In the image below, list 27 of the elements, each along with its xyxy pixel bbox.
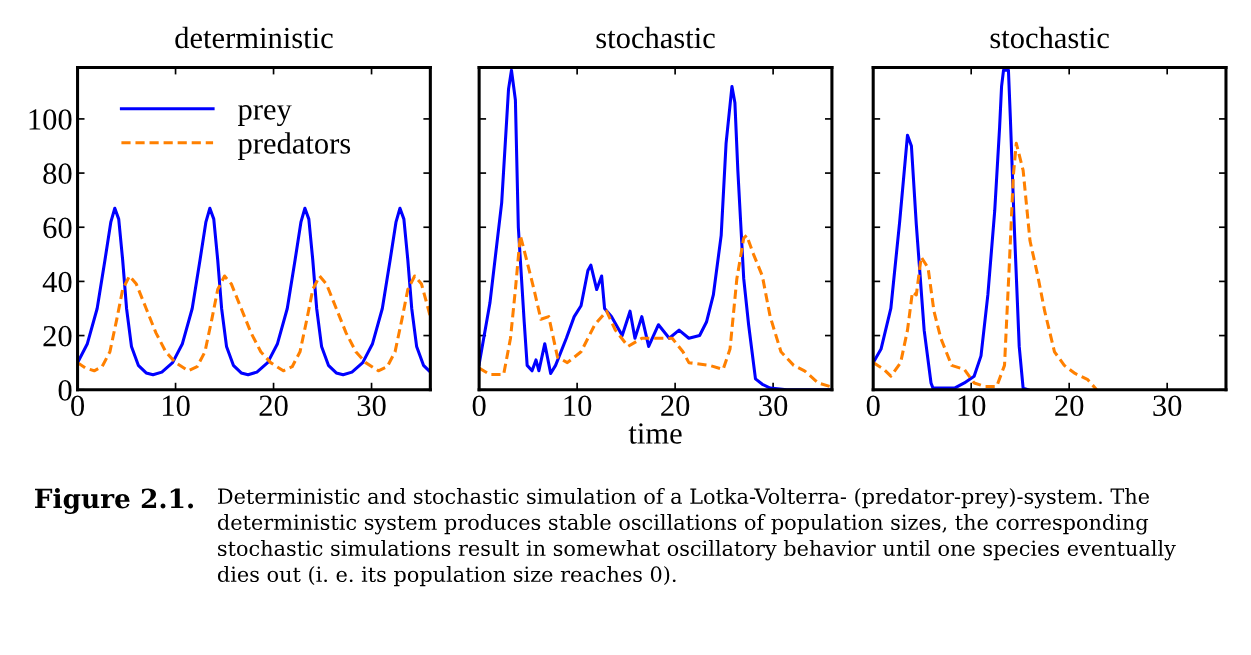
x-tick-label: 10: [564, 395, 592, 417]
y-tick-label: 0: [58, 380, 72, 401]
x-tick-label: 20: [259, 395, 288, 417]
x-tick-label: 0: [866, 395, 880, 417]
chart-title: stochastic: [990, 26, 1109, 49]
x-tick-label: 0: [472, 395, 486, 417]
legend-label: prey: [238, 105, 292, 126]
x-tick-label: 10: [162, 395, 190, 417]
legend-label: predators: [238, 132, 351, 161]
caption: Figure 2.1.: [35, 487, 194, 514]
text: Deterministic and stochastic simulation of a Lotka-Volterra- (predator-prey)-system. The deterministic system produces stable oscillations of population sizes, the corresponding stochastic simulations result in somewhat oscillatory behavior until one species eventually dies out (i. e. its population size reaches 0).: [217, 487, 1176, 587]
x-tick-label: 20: [1055, 395, 1084, 417]
x-tick-label: 30: [759, 395, 788, 417]
x-tick-label: 10: [958, 395, 986, 417]
x-tick-label: 30: [357, 395, 386, 417]
x-axis-title: time: [628, 423, 682, 444]
y-tick-label: 100: [29, 109, 72, 130]
y-tick-label: 20: [43, 325, 72, 347]
x-tick-label: 30: [1153, 395, 1182, 417]
line-series: [77, 274, 431, 373]
y-tick-label: 80: [43, 163, 72, 184]
x-tick-label: 20: [661, 395, 690, 417]
y-tick-label: 60: [43, 217, 72, 239]
chart-title: deterministic: [175, 26, 333, 49]
line-series: [77, 206, 431, 377]
y-tick-label: 40: [42, 271, 72, 293]
chart-title: stochastic: [596, 26, 715, 49]
